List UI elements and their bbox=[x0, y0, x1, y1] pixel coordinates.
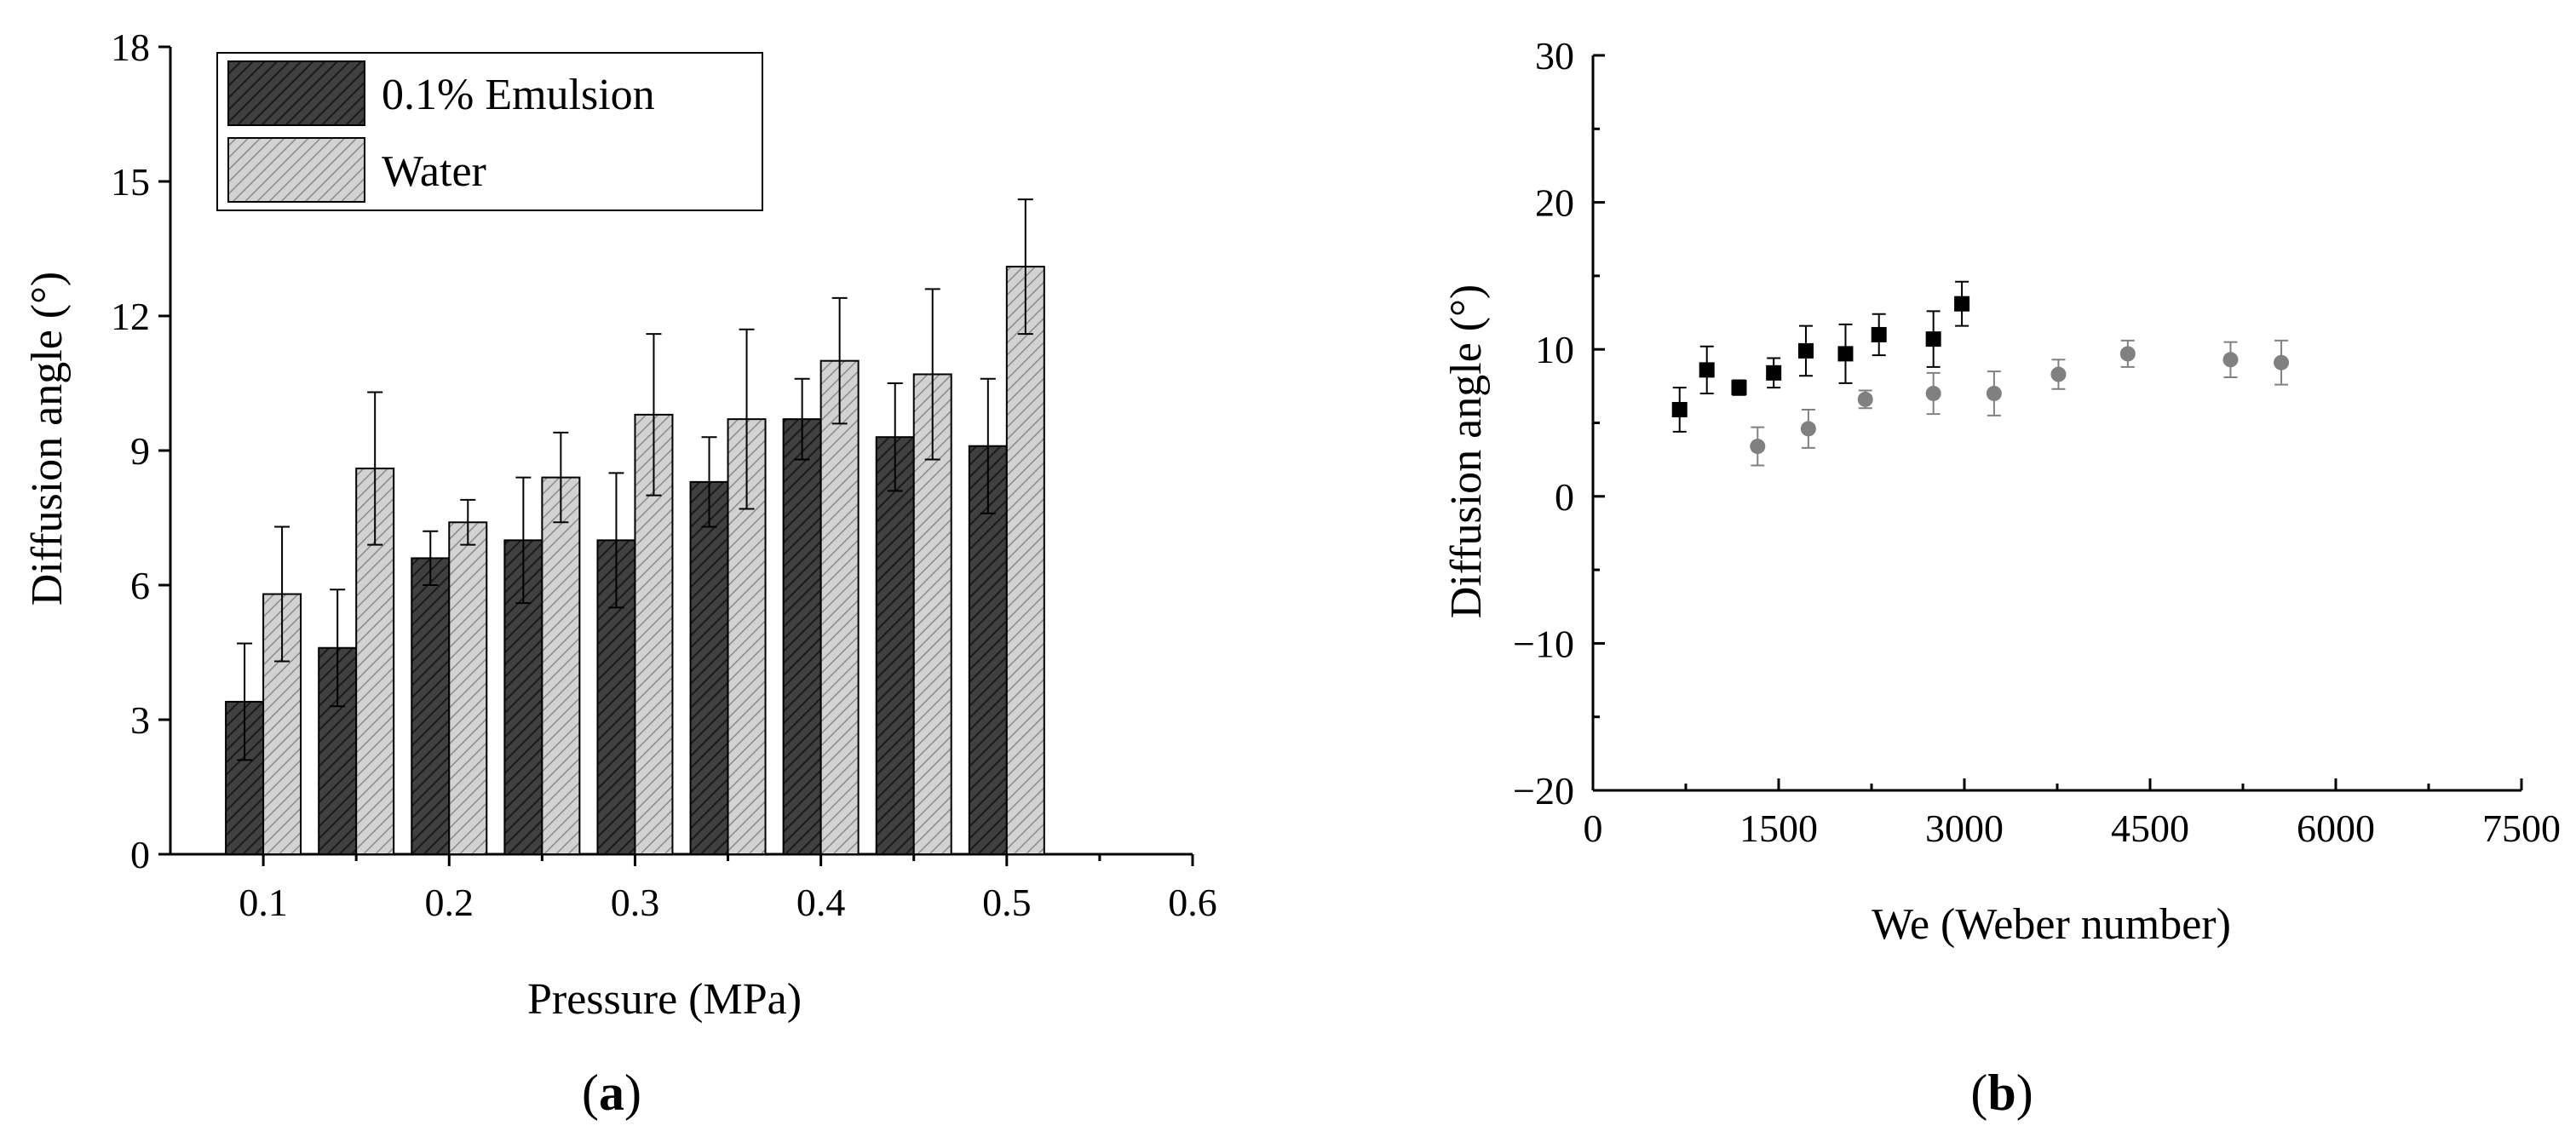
chart-a-x-tick-label: 0.5 bbox=[982, 881, 1032, 924]
chart-b-point-square bbox=[1954, 296, 1970, 312]
chart-b-point-circle bbox=[1986, 385, 2002, 401]
chart-b-y-axis-label: Diffusion angle (°) bbox=[1442, 284, 1491, 618]
panel-b-label: (b) bbox=[1970, 1065, 2033, 1121]
panel-a-letter: a bbox=[599, 1065, 624, 1121]
chart-a-x-tick-label: 0.6 bbox=[1168, 881, 1217, 924]
chart-b-point-circle bbox=[1800, 421, 1816, 437]
chart-b-point-square bbox=[1671, 401, 1688, 417]
chart-b-point-square bbox=[1837, 346, 1854, 362]
chart-b-x-tick-label: 4500 bbox=[2111, 807, 2189, 850]
chart-a-legend-swatch bbox=[227, 137, 365, 203]
chart-b-y-tick-label: 20 bbox=[1535, 181, 1574, 225]
chart-a-bar bbox=[875, 436, 915, 855]
chart-a-legend-label: Water bbox=[382, 147, 486, 196]
chart-a-y-tick-label: 6 bbox=[130, 564, 150, 607]
chart-b-point-circle bbox=[2119, 346, 2136, 362]
chart-a-y-tick-label: 15 bbox=[111, 160, 150, 204]
chart-a-bar bbox=[448, 521, 488, 855]
chart-a-legend-label: 0.1% Emulsion bbox=[382, 71, 655, 119]
panel-a-close-paren: ) bbox=[624, 1065, 641, 1121]
chart-b-point-circle bbox=[1925, 385, 1941, 401]
chart-b-points bbox=[1671, 280, 2290, 467]
panel-b-letter: b bbox=[1987, 1065, 2015, 1121]
chart-a-y-tick-label: 9 bbox=[130, 429, 150, 473]
chart-a-bar bbox=[541, 476, 581, 855]
chart-b-y-tick-label: 30 bbox=[1535, 34, 1574, 78]
chart-b-point-square bbox=[1731, 380, 1747, 396]
chart-b-y-tick-label: 10 bbox=[1535, 328, 1574, 371]
chart-b-x-tick-label: 6000 bbox=[2297, 807, 2375, 850]
chart-a-y-tick-label: 3 bbox=[130, 698, 150, 742]
chart-a-bar bbox=[634, 413, 674, 856]
bar-chart-panel-a: 0 3 6 9 12 15 18 0.1 0.2 0.3 0.4 0.5 0.6 0.1% Emulsi… bbox=[23, 26, 1217, 1121]
chart-a-y-tick-label: 18 bbox=[111, 26, 150, 69]
chart-a-y-axis-label: Diffusion angle (°) bbox=[23, 272, 72, 606]
panel-a-open-paren: ( bbox=[582, 1065, 599, 1121]
chart-b-axes: −20 −10 0 10 20 30 0 1500 3000 4500 6000 7500 bbox=[1513, 34, 2561, 850]
panel-b-open-paren: ( bbox=[1970, 1065, 1987, 1121]
chart-a-bar bbox=[689, 480, 729, 855]
chart-b-point-square bbox=[1766, 365, 1782, 381]
chart-a-bars bbox=[225, 198, 1045, 856]
chart-b-point-square bbox=[1925, 331, 1941, 347]
chart-a-legend: 0.1% Emulsion Water bbox=[216, 52, 763, 211]
chart-b-point-circle bbox=[2050, 366, 2067, 382]
chart-b-x-tick-label: 3000 bbox=[1925, 807, 2004, 850]
chart-a-x-tick-label: 0.4 bbox=[796, 881, 846, 924]
chart-b-point-circle bbox=[2274, 354, 2290, 370]
chart-b-x-tick-label: 7500 bbox=[2482, 807, 2561, 850]
chart-b-point-circle bbox=[2222, 352, 2239, 368]
chart-b-point-circle bbox=[1857, 391, 1873, 407]
chart-a-legend-swatch bbox=[227, 60, 365, 126]
chart-a-bar bbox=[411, 557, 451, 856]
chart-a-x-axis-label: Pressure (MPa) bbox=[527, 975, 802, 1024]
scatter-chart-panel-b: −20 −10 0 10 20 30 0 1500 3000 4500 6000 7500 We (W… bbox=[1442, 34, 2561, 1121]
chart-b-x-tick-label: 0 bbox=[1584, 807, 1603, 850]
chart-b-x-axis-label: We (Weber number) bbox=[1872, 900, 2231, 949]
chart-a-bar bbox=[1005, 266, 1045, 856]
panel-a-label: (a) bbox=[582, 1065, 641, 1121]
chart-a-y-tick-label: 0 bbox=[130, 833, 150, 876]
chart-b-x-tick-label: 1500 bbox=[1739, 807, 1818, 850]
chart-b-y-tick-label: −20 bbox=[1513, 769, 1574, 813]
chart-b-y-tick-label: 0 bbox=[1555, 475, 1574, 519]
chart-a-x-tick-label: 0.3 bbox=[611, 881, 660, 924]
chart-b-point-square bbox=[1871, 326, 1887, 342]
chart-a-bar bbox=[782, 418, 822, 855]
chart-a-x-tick-label: 0.1 bbox=[239, 881, 288, 924]
chart-a-axes: 0 3 6 9 12 15 18 0.1 0.2 0.3 0.4 0.5 0.6 bbox=[111, 26, 1217, 924]
chart-b-point-square bbox=[1699, 362, 1715, 378]
chart-b-point-circle bbox=[1750, 439, 1766, 455]
chart-a-y-tick-label: 12 bbox=[111, 295, 150, 338]
chart-a-bar bbox=[819, 359, 860, 855]
chart-a-x-tick-label: 0.2 bbox=[425, 881, 474, 924]
chart-b-y-tick-label: −10 bbox=[1513, 622, 1574, 665]
panel-b-close-paren: ) bbox=[2016, 1065, 2033, 1121]
chart-b-point-square bbox=[1797, 342, 1814, 359]
